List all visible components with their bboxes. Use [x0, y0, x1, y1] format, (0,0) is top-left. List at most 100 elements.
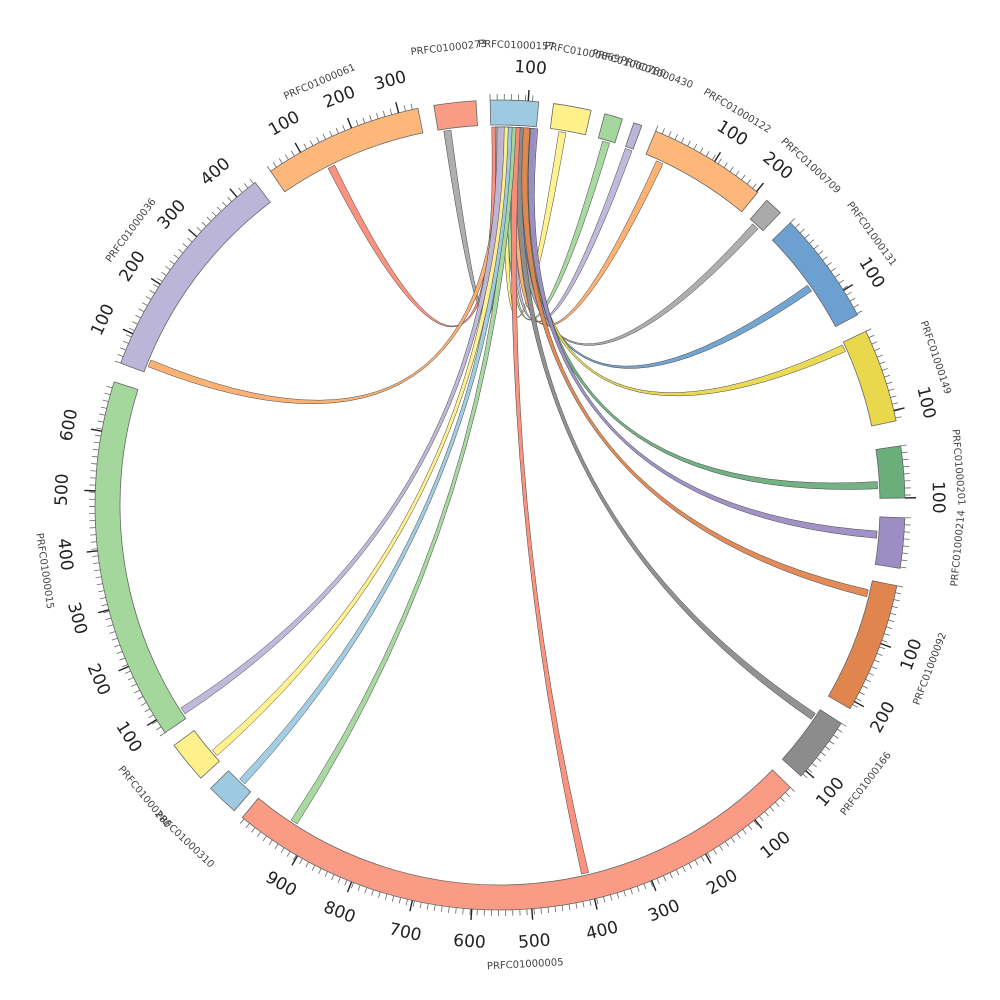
segment-PRFC01000157 — [489, 99, 540, 128]
minor-tick — [816, 757, 822, 762]
minor-tick — [329, 130, 333, 137]
minor-tick — [286, 851, 291, 857]
minor-tick — [811, 762, 817, 768]
minor-tick — [116, 651, 123, 655]
minor-tick — [91, 548, 98, 550]
minor-tick — [91, 463, 98, 465]
tick-label: 300 — [645, 896, 683, 927]
minor-tick — [669, 872, 673, 879]
minor-tick — [717, 158, 722, 165]
segment-PRFC01000780 — [597, 113, 623, 144]
major-tick — [409, 900, 414, 912]
minor-tick — [742, 829, 747, 835]
segment-PRFC01000201 — [875, 445, 906, 499]
segment-PRFC01000005 — [241, 769, 791, 911]
minor-tick — [830, 267, 837, 272]
minor-tick — [331, 874, 335, 881]
minor-tick — [746, 179, 752, 185]
minor-tick — [227, 196, 232, 202]
minor-tick — [902, 552, 909, 555]
minor-tick — [890, 395, 897, 398]
minor-tick — [94, 569, 101, 572]
minor-tick — [780, 797, 785, 802]
minor-tick — [142, 302, 148, 306]
minor-tick — [661, 128, 665, 135]
minor-tick — [355, 119, 359, 126]
minor-tick — [687, 140, 691, 147]
minor-tick — [822, 256, 828, 261]
minor-tick — [856, 310, 863, 314]
tick-label: 200 — [83, 661, 114, 699]
minor-tick — [881, 639, 888, 643]
minor-tick — [280, 847, 285, 853]
minor-tick — [239, 818, 245, 824]
minor-tick — [92, 555, 99, 557]
tick-label: 400 — [584, 917, 620, 944]
minor-tick — [419, 902, 422, 909]
minor-tick — [902, 545, 909, 547]
major-tick — [122, 328, 134, 335]
minor-tick — [868, 672, 875, 676]
minor-tick — [713, 848, 717, 855]
minor-tick — [93, 441, 100, 444]
minor-tick — [256, 831, 262, 837]
minor-tick — [309, 140, 314, 146]
minor-tick — [305, 861, 309, 868]
segments-layer — [94, 99, 906, 911]
tick-label: 700 — [387, 919, 423, 946]
minor-tick — [623, 890, 627, 897]
major-tick — [527, 89, 530, 102]
minor-tick — [169, 260, 175, 265]
minor-tick — [871, 341, 878, 345]
minor-tick — [335, 127, 339, 134]
minor-tick — [403, 105, 406, 112]
minor-tick — [865, 328, 872, 332]
minor-tick — [895, 416, 902, 419]
minor-tick — [384, 893, 388, 900]
minor-tick — [440, 905, 443, 912]
minor-tick — [104, 392, 111, 396]
tick-label: 200 — [866, 698, 899, 736]
minor-tick — [324, 871, 328, 878]
tick-label: 600 — [57, 407, 83, 443]
minor-tick — [364, 887, 368, 894]
minor-tick — [874, 348, 881, 352]
minor-tick — [804, 233, 810, 239]
minor-tick — [596, 898, 599, 905]
tick-label: 300 — [372, 67, 408, 94]
minor-tick — [99, 413, 106, 416]
minor-tick — [149, 289, 155, 294]
minor-tick — [410, 103, 413, 110]
minor-tick — [350, 882, 354, 889]
minor-tick — [876, 653, 883, 657]
major-tick — [97, 609, 109, 614]
minor-tick — [303, 143, 308, 150]
tick-label: 100 — [757, 827, 795, 863]
minor-tick — [888, 619, 895, 623]
major-tick — [843, 283, 854, 291]
minor-tick — [729, 166, 734, 172]
minor-tick — [243, 183, 249, 189]
minor-tick — [462, 908, 464, 915]
chord-link — [521, 127, 869, 598]
minor-tick — [98, 590, 105, 593]
major-tick — [229, 188, 238, 198]
minor-tick — [274, 843, 279, 850]
minor-tick — [630, 888, 633, 895]
minor-tick — [96, 583, 103, 586]
minor-tick — [840, 722, 847, 727]
segment-PRFC01000061 — [270, 107, 424, 193]
minor-tick — [824, 746, 831, 751]
chord-link — [290, 126, 517, 825]
minor-tick — [834, 273, 841, 278]
minor-tick — [125, 334, 132, 338]
minor-tick — [891, 606, 899, 609]
minor-tick — [378, 891, 381, 898]
minor-tick — [699, 147, 704, 154]
minor-tick — [736, 833, 741, 839]
major-tick — [470, 908, 473, 921]
minor-tick — [764, 811, 769, 817]
minor-tick — [93, 562, 100, 565]
minor-tick — [790, 787, 795, 792]
major-tick — [146, 719, 157, 727]
